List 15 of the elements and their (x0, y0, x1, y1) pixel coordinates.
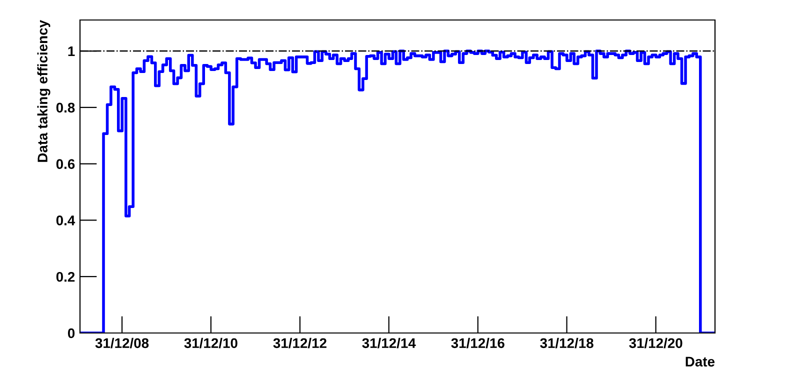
y-tick-label: 0.8 (56, 102, 75, 113)
x-tick-label: 31/12/14 (362, 338, 416, 348)
x-tick-label: 31/12/12 (273, 338, 326, 348)
x-tick-label: 31/12/20 (629, 338, 682, 348)
x-axis-title: Date (686, 356, 715, 367)
y-tick-label: 0.2 (56, 272, 75, 282)
y-tick-label: 1 (68, 46, 75, 56)
x-tick-label: 31/12/18 (540, 338, 594, 348)
x-tick-label: 31/12/08 (95, 338, 149, 348)
x-tick-label: 31/12/10 (184, 338, 238, 348)
y-tick-label: 0 (68, 328, 75, 338)
y-tick-label: 0.4 (56, 216, 76, 226)
x-tick-label: 31/12/16 (451, 338, 504, 348)
y-axis-title: Data taking efficiency (37, 20, 50, 162)
y-tick-label: 0.6 (56, 159, 75, 169)
